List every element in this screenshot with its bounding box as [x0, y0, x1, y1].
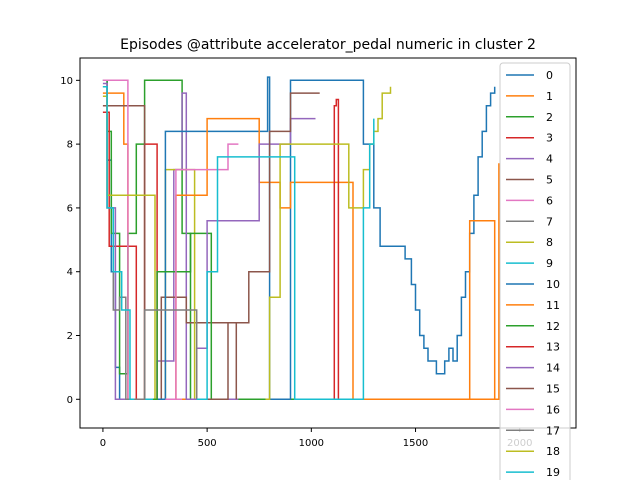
series-line-19 — [196, 118, 375, 401]
y-tick-label: 0 — [67, 395, 73, 406]
x-tick-label: 0 — [100, 438, 106, 449]
x-tick-label: 1000 — [299, 438, 324, 449]
x-tick-label: 1500 — [403, 438, 428, 449]
y-tick-label: 8 — [67, 140, 73, 151]
legend-label-12: 12 — [546, 320, 560, 333]
legend-label-17: 17 — [546, 424, 560, 437]
axes-frame — [79, 57, 577, 429]
legend-label-14: 14 — [546, 362, 560, 375]
series-line-5 — [102, 105, 238, 401]
series-line-17 — [134, 309, 198, 401]
y-tick-label: 4 — [67, 267, 73, 278]
x-tick-label: 500 — [198, 438, 217, 449]
y-axis: 0 2 4 6 8 10 — [60, 76, 80, 406]
legend-label-5: 5 — [546, 174, 553, 187]
legend-label-0: 0 — [546, 69, 553, 82]
legend-box — [499, 62, 571, 484]
plot-area — [102, 76, 500, 401]
series-line-11 — [165, 117, 500, 401]
legend-label-4: 4 — [546, 153, 553, 166]
legend-label-18: 18 — [546, 445, 560, 458]
series-line-18 — [265, 86, 392, 401]
y-tick-label: 10 — [60, 76, 73, 87]
legend-label-1: 1 — [546, 90, 553, 103]
legend-label-10: 10 — [546, 278, 560, 291]
legend-label-3: 3 — [546, 132, 553, 145]
legend-label-2: 2 — [546, 111, 553, 124]
series-line-15 — [207, 92, 320, 401]
legend-label-8: 8 — [546, 236, 553, 249]
legend-label-9: 9 — [546, 257, 553, 270]
chart-title: Episodes @attribute accelerator_pedal nu… — [120, 37, 536, 53]
series-line-9 — [102, 85, 174, 401]
legend-label-7: 7 — [546, 215, 553, 228]
legend-label-19: 19 — [546, 466, 560, 479]
legend-label-15: 15 — [546, 383, 560, 396]
series-line-14 — [186, 117, 316, 401]
legend-label-16: 16 — [546, 403, 560, 416]
legend-label-11: 11 — [546, 299, 560, 312]
y-tick-label: 2 — [67, 331, 73, 342]
legend-label-13: 13 — [546, 341, 560, 354]
series-line-3 — [102, 111, 158, 401]
y-tick-label: 6 — [67, 203, 73, 214]
legend-label-6: 6 — [546, 194, 553, 207]
